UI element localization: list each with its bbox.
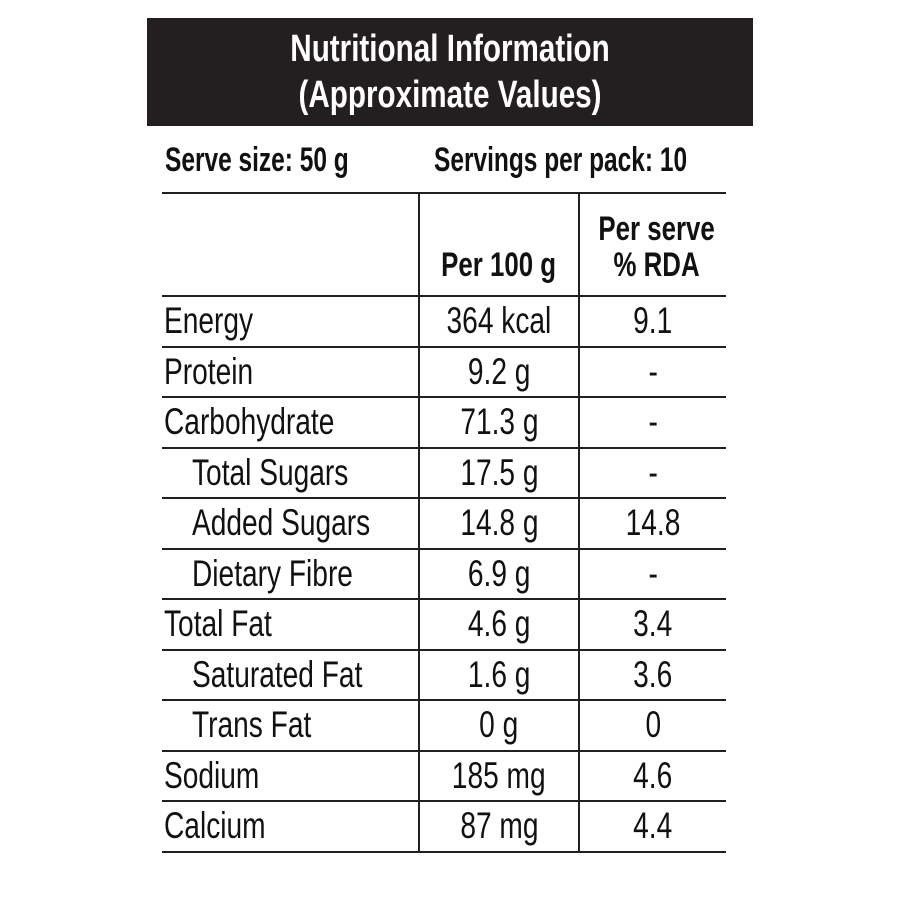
nutrient-name: Total Fat (162, 598, 420, 651)
per-100g-value: 0 g (418, 699, 580, 752)
per-100g-value: 185 mg (418, 749, 580, 802)
serving-info: Serve size: 50 g Servings per pack: 10 (147, 136, 753, 184)
rda-value: - (578, 345, 726, 398)
servings-per-pack: Servings per pack: 10 (434, 141, 688, 179)
per-serve-rda-column-header: Per serve % RDA (578, 192, 726, 297)
serve-size: Serve size: 50 g (165, 141, 349, 179)
per-100g-value: 9.2 g (418, 345, 580, 398)
nutrient-name: Protein (162, 345, 420, 398)
rda-value: 4.4 (578, 800, 726, 853)
per-100g-value: 364 kcal (418, 295, 580, 348)
title-line-2: (Approximate Values) (298, 74, 602, 116)
table-row: Carbohydrate 71.3 g - (162, 396, 726, 449)
table-row: Sodium 185 mg 4.6 (162, 749, 726, 802)
nutrient-name: Dietary Fibre (162, 547, 420, 600)
table-row: Energy 364 kcal 9.1 (162, 295, 726, 348)
table-row: Total Sugars 17.5 g - (162, 446, 726, 499)
table-row: Added Sugars 14.8 g 14.8 (162, 497, 726, 550)
per-100g-value: 1.6 g (418, 648, 580, 701)
per-100g-value: 6.9 g (418, 547, 580, 600)
nutrient-name: Saturated Fat (162, 648, 420, 701)
nutrient-name: Calcium (162, 800, 420, 853)
per-100g-value: 71.3 g (418, 396, 580, 449)
label-header: Nutritional Information (Approximate Val… (147, 18, 753, 126)
nutrient-name: Added Sugars (162, 497, 420, 550)
rda-value: - (578, 396, 726, 449)
table-row: Protein 9.2 g - (162, 345, 726, 398)
table-row: Total Fat 4.6 g 3.4 (162, 598, 726, 651)
nutrition-table: Per 100 g Per serve % RDA Energy 364 kca… (162, 192, 726, 853)
per-100g-value: 17.5 g (418, 446, 580, 499)
nutrient-name: Trans Fat (162, 699, 420, 752)
table-row: Dietary Fibre 6.9 g - (162, 547, 726, 600)
rda-value: 14.8 (578, 497, 726, 550)
per-serve-label: Per serve (598, 210, 715, 248)
rda-value: 3.6 (578, 648, 726, 701)
rda-value: - (578, 446, 726, 499)
table-row: Calcium 87 mg 4.4 (162, 800, 726, 853)
rda-value: 0 (578, 699, 726, 752)
nutrient-name: Energy (162, 295, 420, 348)
rda-value: 4.6 (578, 749, 726, 802)
table-row: Saturated Fat 1.6 g 3.6 (162, 648, 726, 701)
nutrient-name: Sodium (162, 749, 420, 802)
per-100g-value: 14.8 g (418, 497, 580, 550)
nutrient-name: Carbohydrate (162, 396, 420, 449)
title-line-1: Nutritional Information (290, 28, 610, 70)
per-100g-value: 87 mg (418, 800, 580, 853)
rda-value: 9.1 (578, 295, 726, 348)
per-100g-value: 4.6 g (418, 598, 580, 651)
nutrient-name: Total Sugars (162, 446, 420, 499)
table-row: Trans Fat 0 g 0 (162, 699, 726, 752)
table-header-row: Per 100 g Per serve % RDA (162, 192, 726, 297)
rda-label: % RDA (613, 246, 700, 284)
nutrient-column-header (162, 192, 420, 297)
rda-value: 3.4 (578, 598, 726, 651)
rda-value: - (578, 547, 726, 600)
per-100g-column-header: Per 100 g (418, 192, 580, 297)
